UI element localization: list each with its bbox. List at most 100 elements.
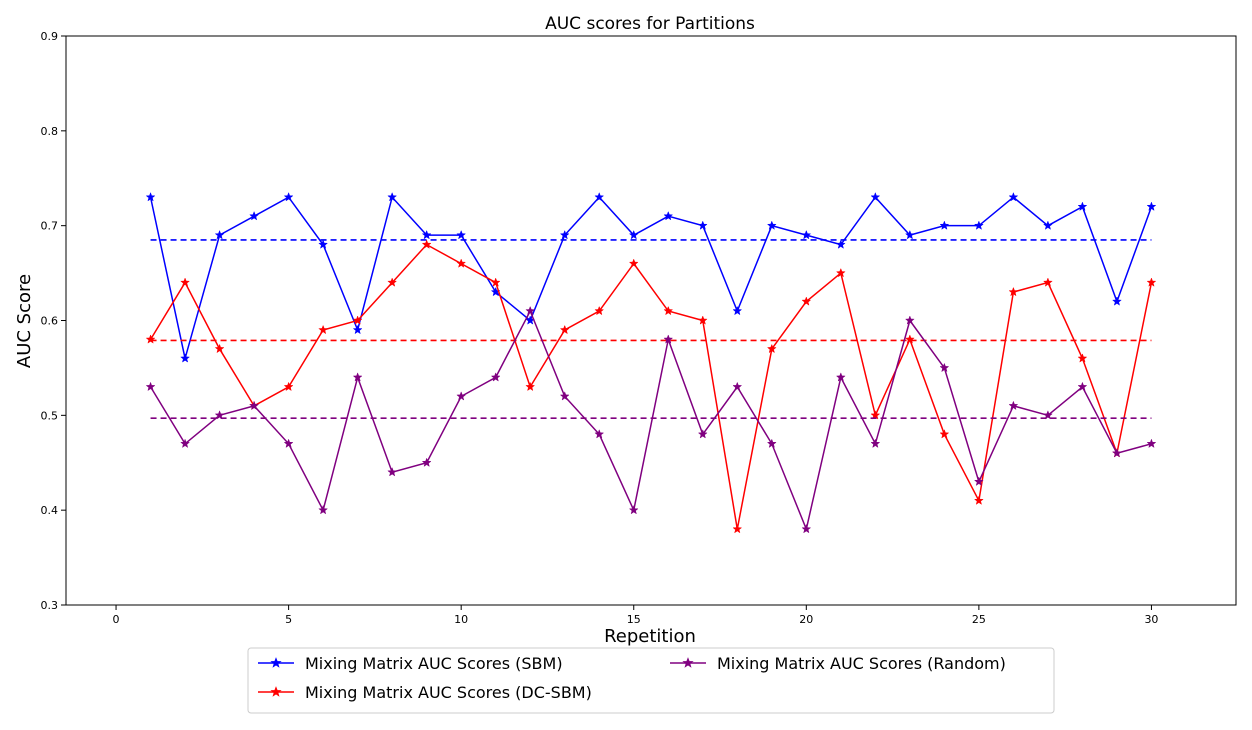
data-point [456,258,467,268]
data-point [525,381,536,392]
series-2 [145,305,1157,534]
legend-marker [682,657,694,668]
data-point [1146,201,1157,211]
x-tick-label: 20 [799,613,813,626]
data-point [456,391,467,401]
data-point [421,239,432,249]
data-point [283,381,294,392]
data-point [249,210,260,221]
data-point [1077,381,1088,392]
data-point [387,277,398,287]
y-tick-label: 0.3 [41,599,59,612]
data-point [490,277,501,287]
legend-marker [270,686,282,697]
data-point [939,429,950,439]
data-point [835,267,846,278]
data-point [1077,353,1088,363]
data-point [1146,438,1157,448]
data-point [180,353,191,363]
data-point [1008,286,1019,297]
x-tick-label: 30 [1144,613,1158,626]
data-point [180,438,191,448]
data-point [456,229,467,240]
data-point [421,229,432,240]
data-point [1042,410,1053,420]
data-point [697,429,708,439]
x-tick-label: 25 [972,613,986,626]
data-point [525,305,536,316]
data-point [387,467,398,477]
data-point [180,277,191,287]
y-tick-label: 0.8 [41,125,59,138]
data-point [352,372,363,382]
data-point [249,400,260,411]
chart-title: AUC scores for Partitions [545,14,755,34]
data-point [766,220,777,230]
data-point [387,192,398,202]
y-tick-label: 0.5 [41,409,59,422]
legend: Mixing Matrix AUC Scores (SBM) Mixing Mat… [247,647,1055,714]
data-point [1111,296,1122,306]
data-point [801,296,812,306]
data-point [801,229,812,240]
data-point [352,324,363,335]
axes-frame [65,35,1237,606]
data-point [973,220,984,230]
legend-label: Mixing Matrix AUC Scores (Random) [717,654,1006,673]
x-tick-label: 15 [627,613,641,626]
data-point [628,258,639,268]
x-tick-label: 5 [285,613,292,626]
data-point [628,229,639,240]
x-axis: 0 5 10 15 20 25 30 [113,605,1158,626]
data-point [766,438,777,448]
series-1 [145,239,1157,534]
data-point [904,315,915,325]
data-point [145,334,156,344]
series-line [149,309,1152,532]
data-point [214,343,225,354]
data-point [663,305,674,316]
data-point [1008,400,1019,411]
x-tick-label: 0 [113,613,120,626]
data-point [835,372,846,382]
legend-box [247,647,1055,714]
data-point [732,381,743,392]
data-point [559,229,570,240]
legend-entry: Mixing Matrix AUC Scores (SBM) [258,654,563,673]
data-point [766,343,777,354]
data-point [559,324,570,335]
y-tick-label: 0.4 [41,504,59,517]
data-point [1146,277,1157,287]
data-point [145,192,156,202]
y-tick-label: 0.6 [41,315,59,328]
legend-label: Mixing Matrix AUC Scores (SBM) [305,654,563,673]
data-point [1042,220,1053,230]
y-axis: 0.3 0.4 0.5 0.6 0.7 0.8 0.9 [41,30,66,612]
data-point [870,410,881,420]
legend-label: Mixing Matrix AUC Scores (DC-SBM) [305,683,592,702]
data-point [801,523,812,534]
data-point [628,504,639,515]
data-point [697,315,708,325]
legend-entry: Mixing Matrix AUC Scores (DC-SBM) [258,683,592,702]
y-tick-label: 0.9 [41,30,59,43]
data-point [939,220,950,230]
data-point [214,229,225,240]
data-point [732,523,743,534]
data-point [973,495,984,505]
data-point [870,192,881,202]
data-point [904,334,915,344]
data-point [594,429,605,439]
legend-marker [270,657,282,668]
series-0 [145,192,1157,363]
legend-entry: Mixing Matrix AUC Scores (Random) [670,654,1006,673]
data-point [1111,448,1122,458]
data-point [1042,277,1053,287]
data-point [145,381,156,392]
data-point [663,334,674,344]
data-point [421,457,432,467]
x-tick-label: 10 [454,613,468,626]
data-point [1008,192,1019,202]
data-point [904,229,915,240]
